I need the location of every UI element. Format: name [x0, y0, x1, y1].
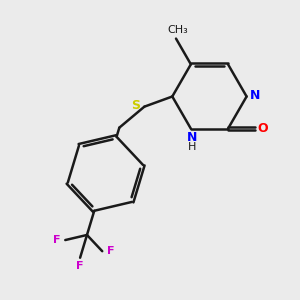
Text: F: F — [76, 261, 84, 271]
Text: N: N — [250, 88, 260, 101]
Text: N: N — [187, 131, 197, 144]
Text: F: F — [53, 235, 61, 245]
Text: O: O — [257, 122, 268, 135]
Text: CH₃: CH₃ — [167, 25, 188, 35]
Text: F: F — [107, 246, 114, 256]
Text: S: S — [131, 99, 140, 112]
Text: H: H — [188, 142, 196, 152]
